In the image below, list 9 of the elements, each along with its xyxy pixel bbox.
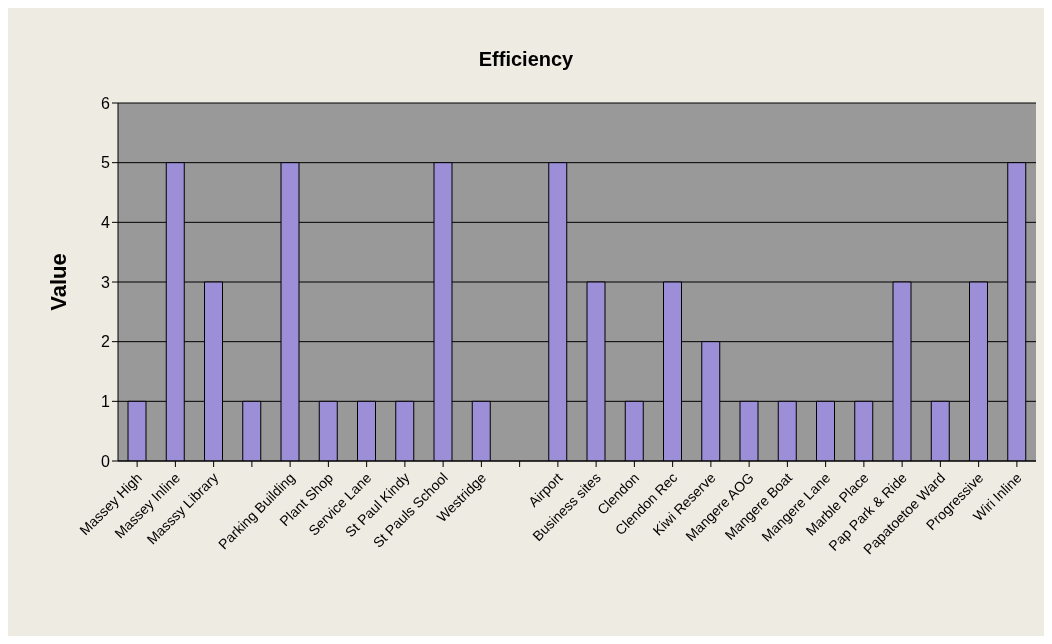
y-tick-label: 4 — [101, 214, 111, 232]
y-tick-label: 3 — [101, 273, 111, 291]
y-tick-label: 5 — [101, 154, 111, 172]
chart-title: Efficiency — [477, 48, 575, 71]
y-axis-title: Value — [45, 253, 71, 311]
y-tick-label: 2 — [101, 333, 111, 351]
y-tick-label: 0 — [101, 452, 111, 470]
y-tick-label: 6 — [101, 94, 111, 112]
y-tick-label: 1 — [101, 393, 111, 411]
